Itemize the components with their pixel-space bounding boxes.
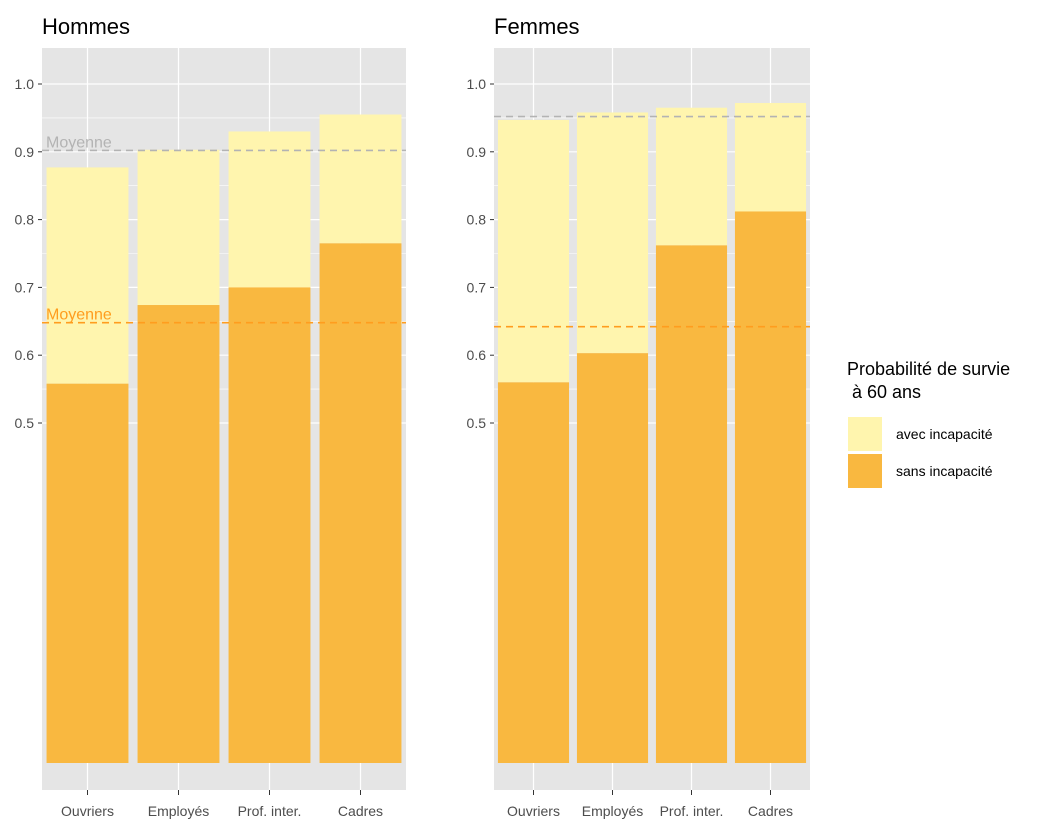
x-tick-label: Employés (148, 803, 209, 819)
y-tick-label: 1.0 (15, 76, 35, 92)
x-tick-label: Prof. inter. (238, 803, 302, 819)
y-tick-label: 0.7 (15, 279, 35, 295)
legend-label: avec incapacité (896, 426, 993, 442)
y-tick-label: 0.8 (15, 212, 35, 228)
y-tick-label: 0.6 (15, 347, 35, 363)
bar-segment-avec-incapacite (319, 114, 402, 244)
y-tick-label: 0.8 (467, 212, 487, 228)
panel-title: Femmes (494, 14, 580, 39)
y-tick-label: 0.9 (15, 144, 35, 160)
x-tick-label: Cadres (748, 803, 793, 819)
bar-segment-sans-incapacite (319, 243, 402, 763)
bar-segment-sans-incapacite (734, 211, 807, 764)
bar-segment-avec-incapacite (228, 131, 311, 288)
panel-hommes: 0.5 0.6 0.7 0.8 0.9 1.0 Ouvriers Employés Prof. … (15, 14, 406, 819)
panel-femmes: 0.5 0.6 0.7 0.8 0.9 1.0 Ouvriers Employés Prof. … (467, 14, 810, 819)
bar-segment-sans-incapacite (655, 245, 728, 763)
panel-title: Hommes (42, 14, 130, 39)
y-tick-label: 1.0 (467, 76, 487, 92)
bar-segment-sans-incapacite (46, 383, 129, 763)
legend-title-line2: à 60 ans (847, 382, 921, 402)
bar-segment-avec-incapacite (576, 112, 649, 354)
legend: Probabilité de survie à 60 ans avec inca… (847, 359, 1010, 488)
x-tick-label: Ouvriers (507, 803, 560, 819)
bar-segment-avec-incapacite (497, 119, 570, 383)
bar-segment-sans-incapacite (576, 353, 649, 763)
x-tick-label: Cadres (338, 803, 383, 819)
x-tick-label: Prof. inter. (660, 803, 724, 819)
legend-title: Probabilité de survie (847, 359, 1010, 379)
y-tick-label: 0.5 (467, 415, 487, 431)
bar-segment-avec-incapacite (734, 102, 807, 212)
reference-line-label: Moyenne (46, 134, 112, 151)
bar-segment-sans-incapacite (497, 382, 570, 763)
reference-line-label: Moyenne (46, 307, 112, 324)
bar-segment-sans-incapacite (228, 287, 311, 763)
x-tick-label: Employés (582, 803, 643, 819)
legend-label: sans incapacité (896, 463, 993, 479)
y-tick-label: 0.6 (467, 347, 487, 363)
y-tick-label: 0.7 (467, 279, 487, 295)
x-tick-label: Ouvriers (61, 803, 114, 819)
legend-swatch-sans-incapacite (848, 454, 882, 488)
bar-segment-avec-incapacite (655, 107, 728, 246)
bar-segment-avec-incapacite (137, 149, 220, 306)
legend-swatch-avec-incapacite (848, 417, 882, 451)
bar-segment-avec-incapacite (46, 167, 129, 384)
y-tick-label: 0.9 (467, 144, 487, 160)
bar-segment-sans-incapacite (137, 305, 220, 763)
y-tick-label: 0.5 (15, 415, 35, 431)
